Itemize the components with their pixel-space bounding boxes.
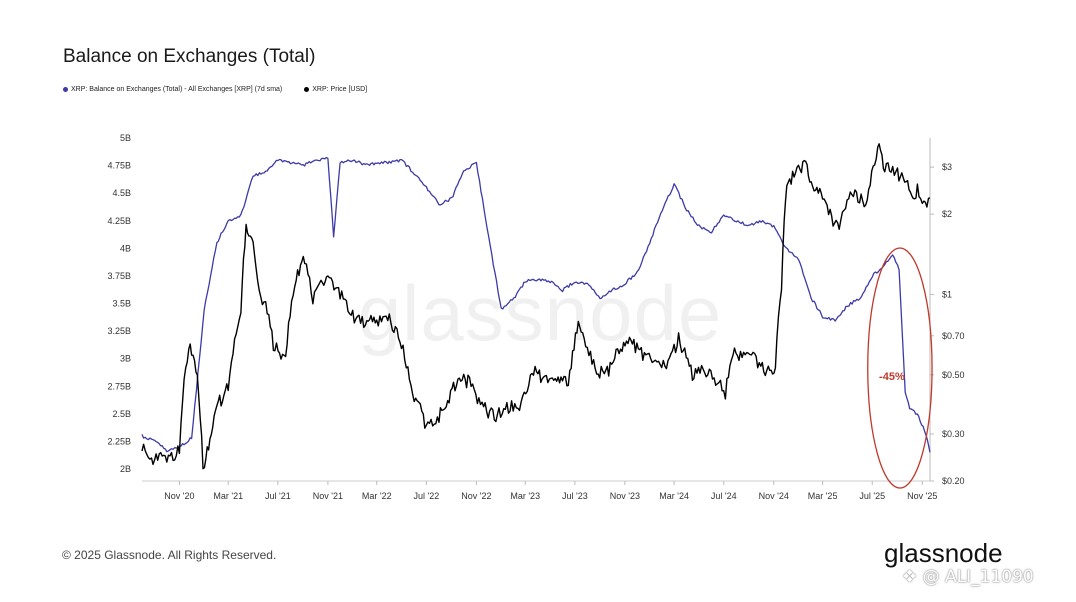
y-left-tick-label: 5B [120, 133, 131, 143]
x-tick-label: Jul '23 [562, 491, 588, 501]
series-line-balance [141, 156, 931, 453]
annotation-label: -45% [879, 371, 905, 383]
x-tick-label: Mar '24 [659, 491, 689, 501]
y-left-tick-label: 3.25B [107, 326, 131, 336]
y-left-tick-label: 3B [120, 354, 131, 364]
y-right-tick-label: $0.30 [942, 429, 965, 439]
y-right-tick-label: $0.70 [942, 331, 965, 341]
author-credit: ❖ @ ALI_11090 [902, 567, 1034, 587]
copyright-footer: © 2025 Glassnode. All Rights Reserved. [62, 548, 277, 562]
y-right-tick-label: $1 [942, 289, 952, 299]
x-tick-label: Mar '21 [213, 491, 243, 501]
y-left-tick-label: 2.25B [107, 436, 131, 446]
x-tick-label: Jul '25 [859, 491, 885, 501]
y-left-tick-label: 2B [120, 464, 131, 474]
brand-logo: glassnode [884, 538, 1003, 568]
x-tick-label: Nov '21 [313, 491, 343, 501]
x-tick-label: Jul '22 [413, 491, 439, 501]
y-left-tick-label: 4.5B [112, 188, 131, 198]
annotation-ellipse [867, 247, 933, 489]
y-right-tick-label: $0.50 [942, 370, 965, 380]
chart-title: Balance on Exchanges (Total) [63, 46, 316, 67]
y-left-tick-label: 3.75B [107, 271, 131, 281]
legend-label-price: XRP: Price [USD] [312, 86, 368, 93]
legend-swatch-price [304, 87, 310, 92]
y-left-tick-label: 2.75B [107, 381, 131, 391]
x-tick-label: Mar '22 [362, 491, 392, 501]
y-right-tick-label: $0.20 [942, 476, 965, 486]
x-tick-label: Nov '23 [610, 491, 640, 501]
legend-item-balance: XRP: Balance on Exchanges (Total) - All … [63, 86, 282, 93]
y-left-tick-label: 4B [120, 243, 131, 253]
legend-label-balance: XRP: Balance on Exchanges (Total) - All … [71, 86, 283, 93]
x-tick-label: Nov '22 [461, 491, 491, 501]
y-right-tick-label: $2 [942, 209, 952, 219]
chart-legend: XRP: Balance on Exchanges (Total) - All … [63, 86, 367, 93]
x-tick-label: Mar '25 [808, 491, 838, 501]
x-tick-label: Nov '25 [907, 491, 937, 501]
x-tick-label: Nov '24 [759, 491, 789, 501]
y-left-tick-label: 4.25B [107, 216, 131, 226]
y-right-tick-label: $3 [942, 162, 952, 172]
x-tick-label: Nov '20 [164, 491, 194, 501]
x-tick-label: Jul '24 [711, 491, 737, 501]
legend-item-price: XRP: Price [USD] [304, 86, 367, 93]
y-left-tick-label: 4.75B [107, 161, 131, 171]
series-line-price [141, 143, 931, 470]
watermark: glassnode [358, 269, 723, 357]
y-left-tick-label: 2.5B [112, 409, 131, 419]
legend-swatch-balance [63, 87, 68, 92]
x-tick-label: Jul '21 [265, 491, 291, 501]
y-left-tick-label: 3.5B [112, 299, 131, 309]
x-tick-label: Mar '23 [510, 491, 540, 501]
